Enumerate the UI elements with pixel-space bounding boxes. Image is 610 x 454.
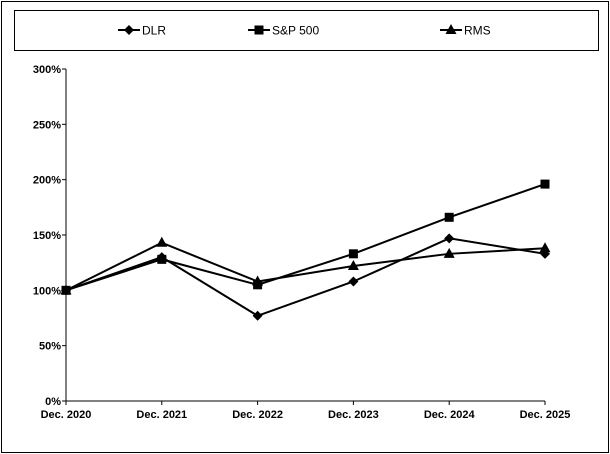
y-tick-label: 100% <box>33 285 61 297</box>
data-point-s-p-500 <box>540 179 550 189</box>
y-tick-label: 250% <box>33 119 61 131</box>
series-line-dlr <box>65 237 546 317</box>
legend: DLR S&P 500 RMS <box>118 24 491 38</box>
y-tick-label: 150% <box>33 230 61 242</box>
series-line-s-p-500 <box>65 183 546 292</box>
legend-marker-s-p-500 <box>254 25 264 35</box>
legend-label-rms: RMS <box>464 24 491 38</box>
x-tick-label: Dec. 2024 <box>424 409 476 421</box>
legend-marker-rms <box>445 24 457 34</box>
y-tick-label: 0% <box>45 396 61 408</box>
data-point-rms <box>347 259 359 270</box>
data-point-s-p-500 <box>444 212 454 222</box>
legend-label-dlr: DLR <box>142 24 166 38</box>
data-point-s-p-500 <box>348 249 358 259</box>
legend-box <box>14 10 599 51</box>
data-point-rms <box>539 242 551 253</box>
data-point-s-p-500 <box>157 254 167 264</box>
x-tick-label: Dec. 2022 <box>232 409 283 421</box>
y-tick-label: 300% <box>33 64 61 76</box>
data-point-dlr <box>348 276 359 287</box>
y-tick-label: 200% <box>33 175 61 187</box>
x-tick-label: Dec. 2023 <box>328 409 379 421</box>
data-point-dlr <box>252 310 263 321</box>
series-line-rms <box>65 241 546 292</box>
data-point-dlr <box>444 233 455 244</box>
x-tick-label: Dec. 2020 <box>41 409 92 421</box>
x-tick-label: Dec. 2025 <box>520 409 571 421</box>
y-tick-label: 50% <box>39 341 61 353</box>
data-point-rms <box>156 236 168 247</box>
x-tick-label: Dec. 2021 <box>136 409 187 421</box>
data-point-rms <box>60 284 72 295</box>
legend-label-s-p-500: S&P 500 <box>272 24 319 38</box>
data-point-rms <box>443 247 455 258</box>
legend-marker-dlr <box>124 25 134 35</box>
plot-area <box>60 179 551 321</box>
data-point-rms <box>252 275 264 286</box>
